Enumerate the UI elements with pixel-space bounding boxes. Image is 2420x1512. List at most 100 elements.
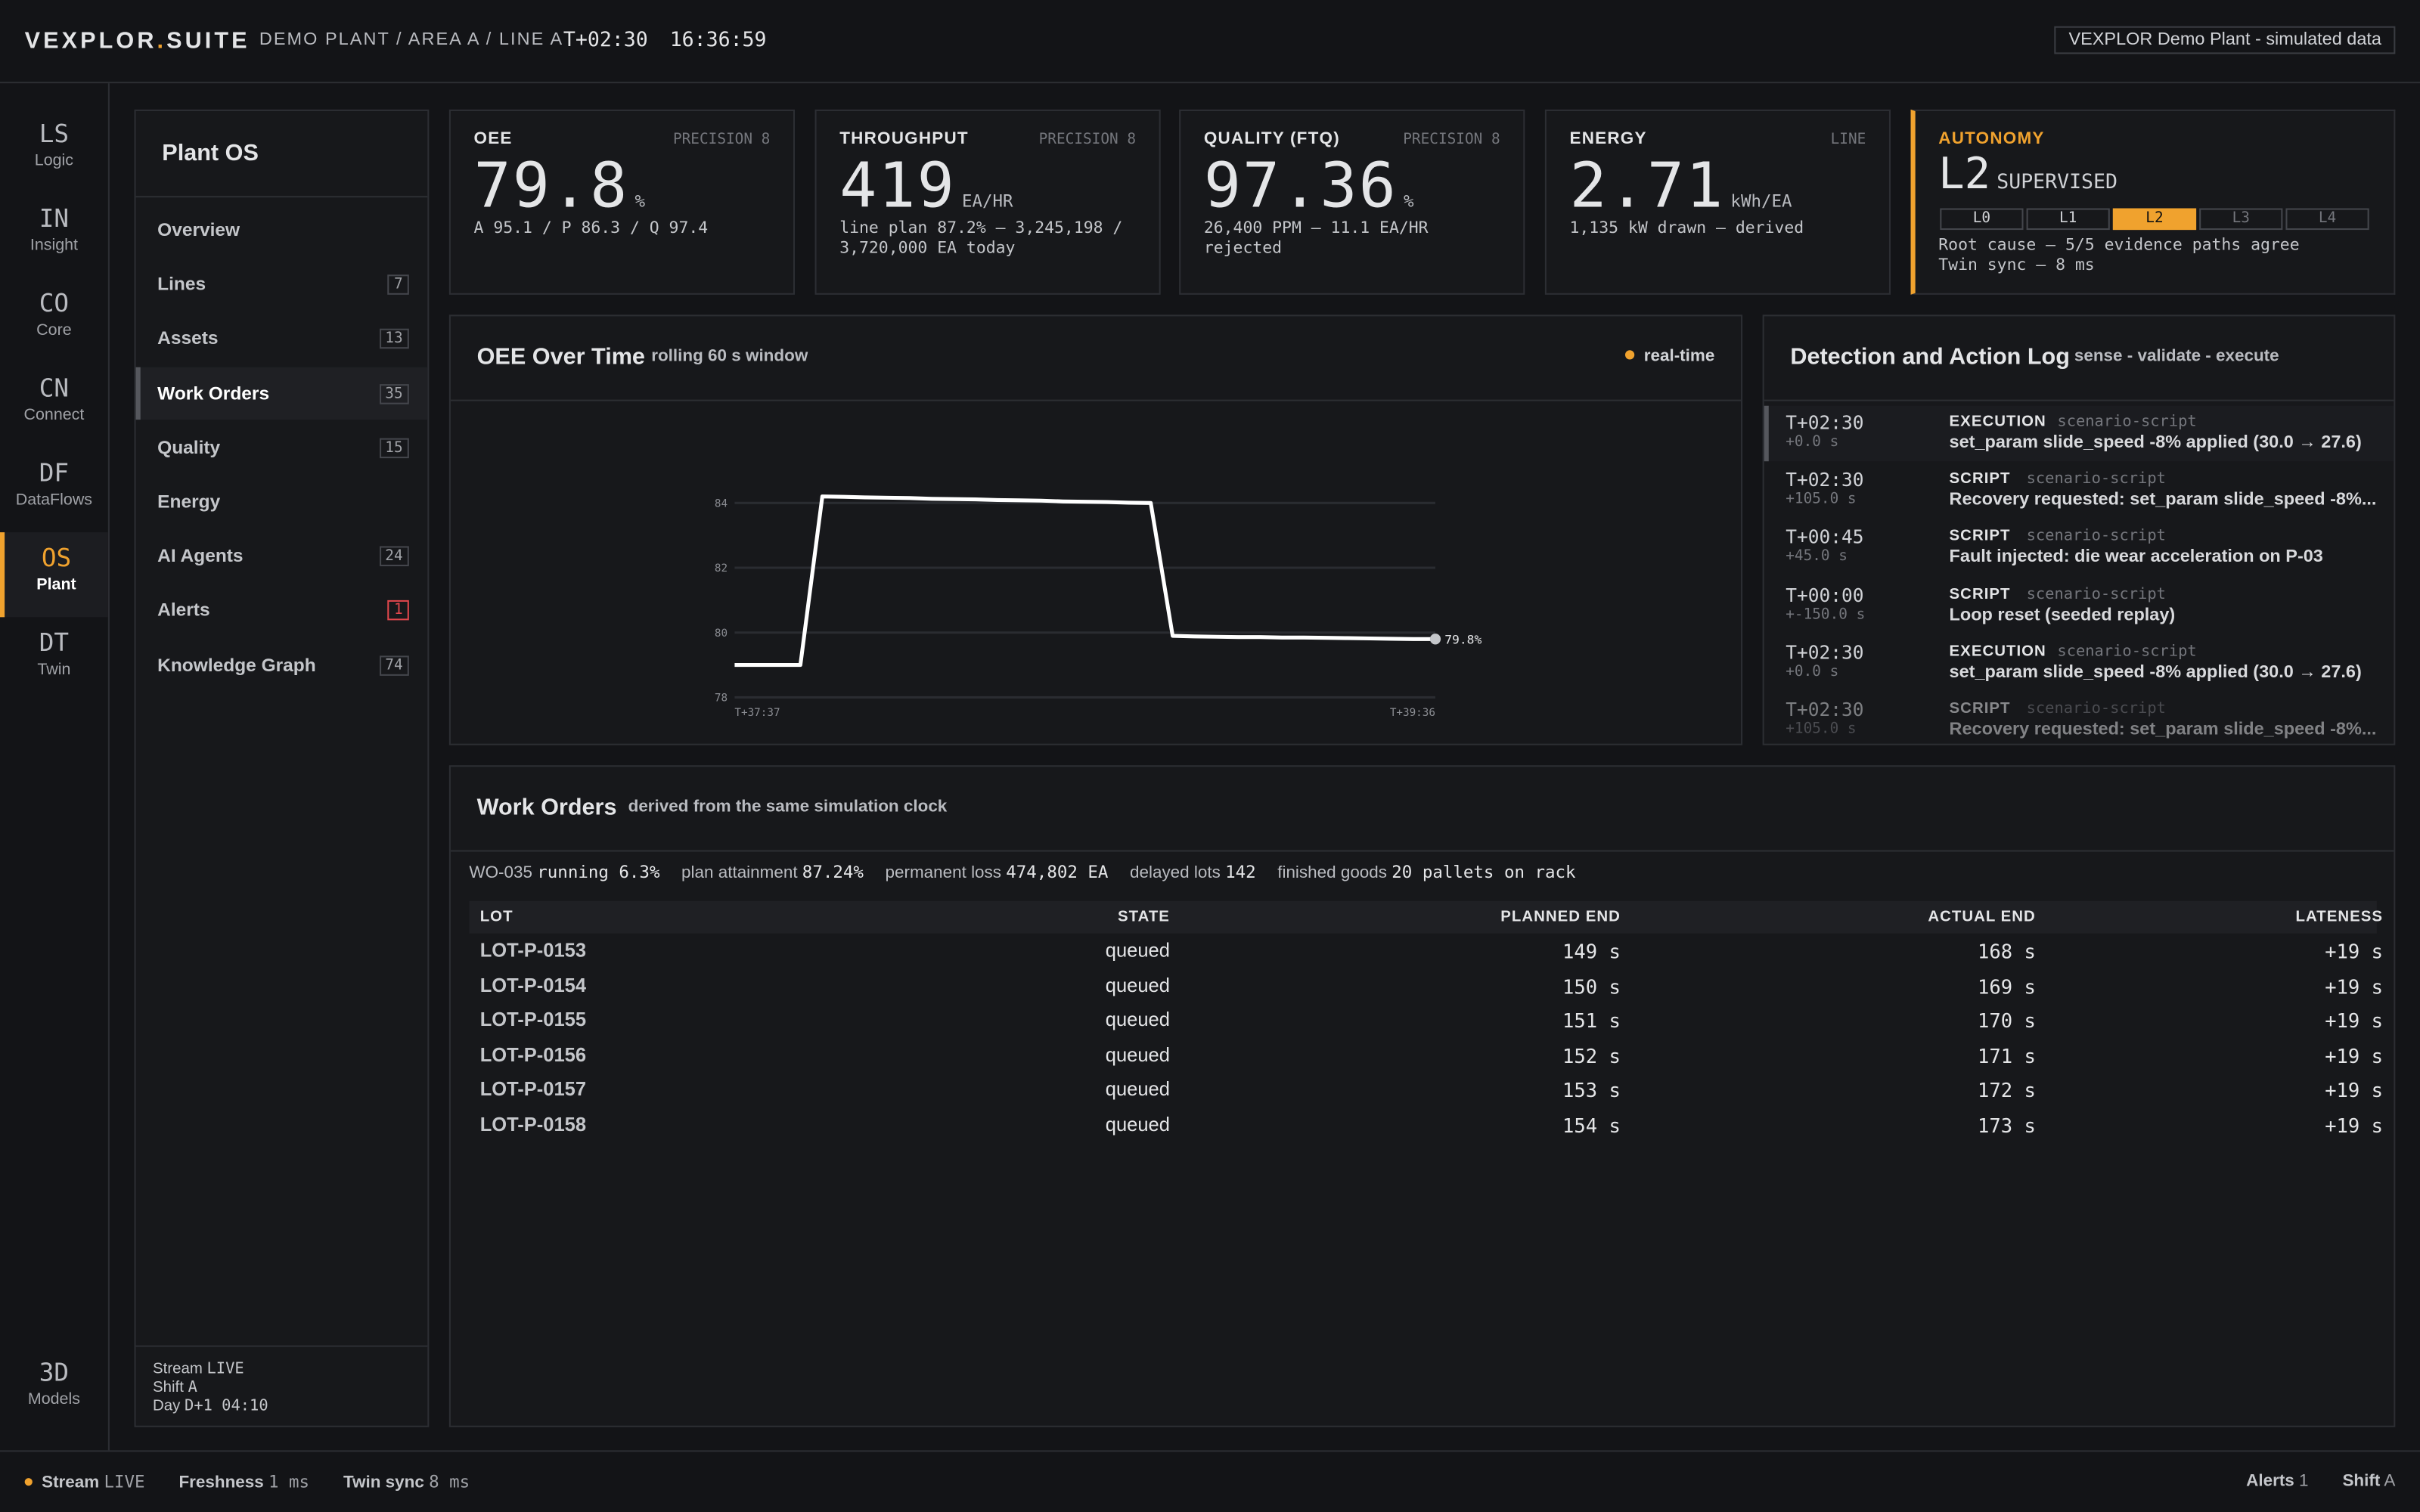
panel-subtitle: rolling 60 s window [651,347,808,366]
sidebar: Plant OS Overview Lines 7 Assets 13 Work Order… [134,109,430,1427]
level-step[interactable]: L4 [2285,208,2369,231]
log-source: scenario-script [2057,643,2197,661]
nav-count: 74 [379,655,409,676]
table-cell: LOT-P-0158 [479,1113,587,1136]
nav-item[interactable]: Knowledge Graph 74 [136,638,428,690]
kpi-value: 97.36 [1203,151,1398,222]
rail-item[interactable]: DF DataFlows [0,448,108,532]
nav-label: Quality [157,436,221,458]
brand-name: VEXPLOR [24,27,157,54]
rail-item[interactable]: CN Connect [0,363,108,448]
table-cell: 169 s [1978,974,2036,998]
table-cell: queued [1105,939,1170,962]
status-value: 8 ms [429,1471,470,1492]
brand-name: SUITE [166,27,250,54]
level-step[interactable]: L2 [2112,208,2197,231]
oee-chart: 78 80 82 84 T+37:37 T+39:36 79.8% [715,494,1481,719]
log-kind: EXECUTION [1949,643,2046,661]
footer-label: Day [153,1397,181,1415]
sidebar-title: Plant OS [162,140,259,167]
table-row: LOT-P-0156 queued 152 s 171 s +19 s [469,1039,2383,1073]
divider [450,399,1742,401]
nav-item[interactable]: Alerts 1 [136,584,428,636]
table-cell: +19 s [2325,1078,2384,1102]
column-header: PLANNED END [1500,909,1621,926]
nav-item[interactable]: Assets 13 [136,312,428,364]
nav-item[interactable]: Work Orders 35 [135,366,428,420]
footer-label: Shift [153,1379,184,1396]
stat: WO-035 running 6.3% [469,863,659,883]
kpi-value-row: 79.8% [474,151,645,222]
panel-title: Detection and Action Log [1790,344,2070,370]
kpi-sub: line plan 87.2% – 3,245,198 / 3,720,000 … [839,218,1123,257]
nav-item[interactable]: Energy [136,476,428,528]
table-cell: queued [1105,974,1170,996]
log-delta: +105.0 s [1786,720,1857,738]
log-delta: +-150.0 s [1786,606,1866,623]
y-tick-label: 80 [715,627,728,640]
stat: delayed lots 142 [1130,863,1256,883]
divider [135,196,428,198]
autonomy-level: L2 SUPERVISED [1938,148,2118,199]
rail-item[interactable]: IN Insight [0,193,108,277]
kpi-card: ENERGY LINE 2.71 kWh/EA 1,135 kW drawn – der… [1544,109,1891,295]
table-cell: 170 s [1978,1009,2036,1033]
log-source: scenario-script [2026,585,2166,603]
table-cell: +19 s [2325,1009,2384,1033]
kpi-value: 419 [839,151,956,222]
level-step[interactable]: L0 [1940,208,2024,231]
table-cell: LOT-P-0154 [479,974,587,996]
nav-item[interactable]: AI Agents 24 [136,529,428,581]
nav-label: Lines [157,273,206,296]
kpi-card: OEE PRECISION 8 79.8% A 95.1 / P 86.3 / Q 9… [448,109,796,295]
kpi-unit: % [634,191,645,212]
rail-item[interactable]: OS Plant [0,532,108,618]
nav-label: Energy [157,490,221,513]
table-cell: 149 s [1562,939,1621,963]
status-item: Twin sync 8 ms [343,1471,470,1492]
nav-label: Alerts [157,599,210,621]
stat-label: finished goods [1277,863,1388,883]
log-message: set_param slide_speed -8% applied (30.0 … [1949,663,2362,682]
table-cell: 171 s [1978,1043,2036,1067]
status-item: Freshness 1 ms [178,1472,309,1492]
nav-label: Work Orders [157,382,270,404]
nav-item[interactable]: Quality 15 [136,421,428,473]
stat-label: WO-035 [469,863,533,883]
status-label: Alerts [2246,1471,2294,1491]
level-step[interactable]: L3 [2199,208,2283,231]
wall-time: 16:36:59 [669,29,767,53]
log-kind: SCRIPT [1949,470,2011,488]
table-cell: queued [1105,1078,1170,1101]
rail-code: DT [39,627,70,658]
rail-label: DataFlows [15,490,93,510]
status-item: Shift A [2342,1472,2395,1490]
rail-item[interactable]: 3D Models [0,1358,108,1408]
nav-item[interactable]: Overview [136,203,428,256]
level-step[interactable]: L1 [2026,208,2110,231]
nav-count: 7 [387,274,409,296]
rail-item[interactable]: LS Logic [0,108,108,193]
stat: finished goods 20 pallets on rack [1277,863,1575,883]
status-label: Stream [42,1473,100,1492]
log-time: T+00:00 [1786,584,1864,606]
nav-count: 13 [379,329,409,350]
status-value: 1 [2299,1471,2309,1491]
divider [135,1345,428,1347]
log-time: T+02:30 [1786,411,1864,434]
rail-label: Twin [37,660,71,679]
nav-count: 35 [379,383,409,404]
table-cell: queued [1105,1043,1170,1066]
level: L2 [1938,147,1991,200]
nav-label: Overview [157,218,240,241]
nav-item[interactable]: Lines 7 [136,258,428,310]
y-tick-label: 78 [715,692,728,705]
table-cell: 172 s [1978,1078,2036,1102]
table-cell: 154 s [1562,1113,1621,1137]
rail-item[interactable]: CO Core [0,277,108,362]
status-value: A [2384,1471,2396,1491]
footer-label: Stream [153,1361,203,1378]
log-message: Recovery requested: set_param slide_spee… [1949,491,2377,510]
divider [1764,399,2394,401]
rail-item[interactable]: DT Twin [0,617,108,702]
